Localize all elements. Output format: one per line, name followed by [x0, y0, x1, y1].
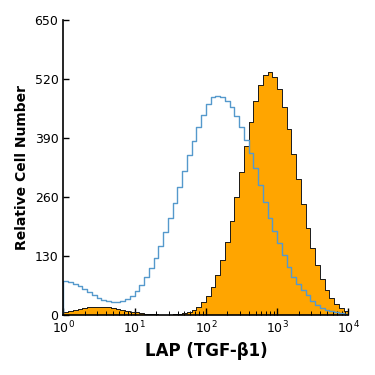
X-axis label: LAP (TGF-β1): LAP (TGF-β1)	[145, 342, 267, 360]
Y-axis label: Relative Cell Number: Relative Cell Number	[15, 85, 29, 250]
